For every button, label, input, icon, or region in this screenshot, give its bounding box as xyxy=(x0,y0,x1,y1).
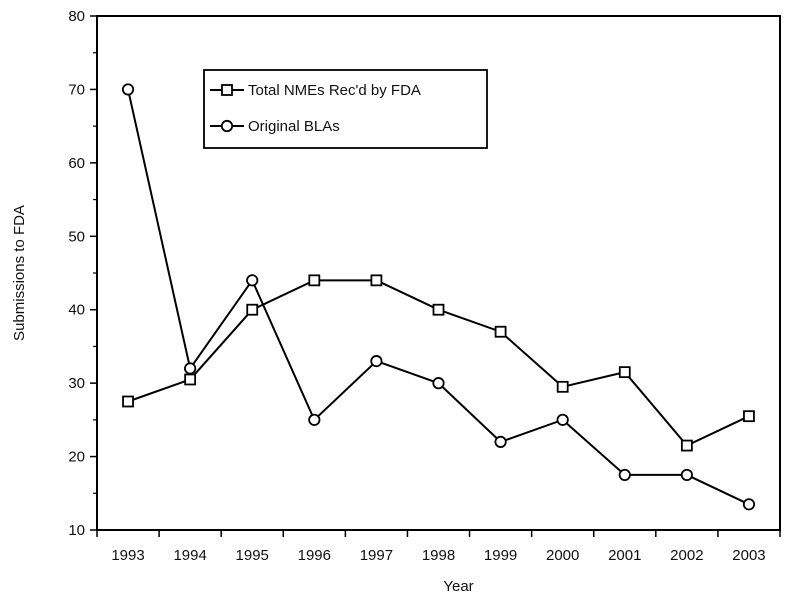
series-1-point xyxy=(556,380,569,393)
legend-label-2: Original BLAs xyxy=(248,118,340,135)
series-2-point xyxy=(308,413,321,426)
legend-marker-1 xyxy=(221,84,233,96)
series-2-point xyxy=(184,362,197,375)
x-tick-label: 2000 xyxy=(546,547,579,564)
y-tick-label: 10 xyxy=(68,522,85,539)
series-1-point xyxy=(308,274,321,287)
x-tick-label: 2003 xyxy=(732,547,765,564)
legend-label-1: Total NMEs Rec'd by FDA xyxy=(248,82,421,99)
y-tick-label: 30 xyxy=(68,375,85,392)
legend-marker-2 xyxy=(220,119,234,133)
series-2-point xyxy=(370,355,383,368)
x-tick-label: 1996 xyxy=(298,547,331,564)
series-1-point xyxy=(122,395,134,408)
y-tick-label: 60 xyxy=(68,155,85,172)
series-2-point xyxy=(246,274,259,287)
series-line-2 xyxy=(127,89,750,506)
y-tick-label: 50 xyxy=(68,228,85,245)
series-2-point xyxy=(121,83,135,96)
series-1-point xyxy=(618,366,631,379)
series-1-point xyxy=(432,303,445,316)
x-tick-label: 1998 xyxy=(422,547,455,564)
x-tick-label: 2001 xyxy=(608,547,641,564)
x-tick-label: 1999 xyxy=(484,547,517,564)
series-1-point xyxy=(494,325,507,338)
series-2-point xyxy=(680,468,693,482)
series-1-point xyxy=(680,439,693,452)
y-tick-label: 80 xyxy=(68,8,85,25)
x-tick-label: 2002 xyxy=(670,547,703,564)
series-2-point xyxy=(556,413,569,426)
y-tick-label: 40 xyxy=(68,302,85,319)
legend-box xyxy=(203,69,488,149)
x-tick-label: 1997 xyxy=(360,547,393,564)
series-2-point xyxy=(432,377,445,390)
x-axis-title: Year xyxy=(443,578,473,595)
x-tick-label: 1993 xyxy=(111,547,144,564)
series-2-point xyxy=(618,468,631,482)
series-1-point xyxy=(743,410,755,423)
series-2-point xyxy=(742,498,756,511)
y-axis-title: Submissions to FDA xyxy=(11,205,28,341)
y-tick-label: 20 xyxy=(68,449,85,466)
series-1-point xyxy=(246,303,259,316)
x-tick-label: 1994 xyxy=(173,547,206,564)
x-tick-label: 1995 xyxy=(236,547,269,564)
series-2-point xyxy=(494,435,507,448)
series-1-point xyxy=(370,274,383,287)
series-1-point xyxy=(184,373,197,386)
y-tick-label: 70 xyxy=(68,81,85,98)
